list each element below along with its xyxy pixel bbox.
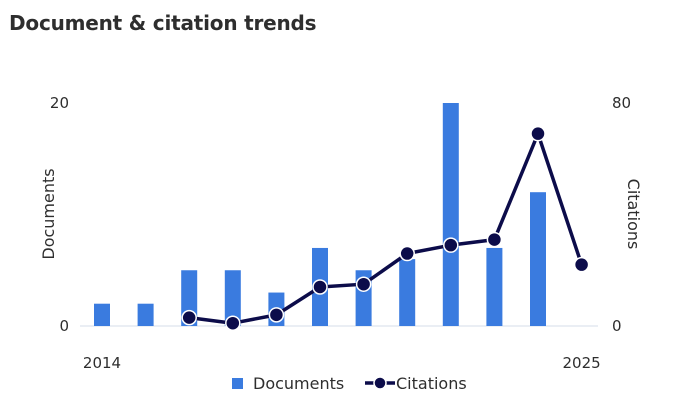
- y-right-tick: 0: [612, 317, 622, 335]
- chart-title: Document & citation trends: [9, 11, 317, 35]
- point-citations-2022: [443, 237, 459, 253]
- y-right-axis-title: Citations: [624, 179, 643, 250]
- legend-label-documents: Documents: [253, 374, 344, 393]
- legend-swatch-citations-marker: [373, 376, 387, 390]
- point-citations-2016: [181, 309, 197, 326]
- bar-documents-2021: [399, 259, 416, 326]
- line-citations: [188, 131, 584, 325]
- y-left-tick: 0: [59, 317, 69, 335]
- x-tick-label: 2025: [563, 354, 601, 372]
- point-citations-2019: [312, 279, 328, 295]
- point-citations-2017: [225, 315, 241, 331]
- point-citations-2020: [355, 276, 372, 292]
- bar-documents-2024: [530, 192, 546, 326]
- point-citations-2025: [573, 256, 590, 273]
- y-left-tick: 20: [50, 94, 69, 112]
- y-right-tick: 80: [612, 94, 631, 112]
- legend-swatch-documents: [232, 378, 243, 389]
- bar-documents-2014: [94, 303, 110, 326]
- point-citations-2023: [486, 231, 503, 248]
- point-citations-2018: [268, 307, 285, 323]
- bar-documents-2022: [442, 103, 459, 326]
- x-tick-label: 2014: [83, 354, 121, 372]
- bar-documents-2017: [224, 270, 241, 326]
- bar-documents-2023: [486, 247, 503, 326]
- point-citations-2024: [530, 125, 546, 142]
- point-citations-2021: [399, 245, 415, 262]
- legend-label-citations: Citations: [396, 374, 467, 393]
- bar-documents-2015: [137, 303, 154, 326]
- y-left-axis-title: Documents: [39, 168, 58, 259]
